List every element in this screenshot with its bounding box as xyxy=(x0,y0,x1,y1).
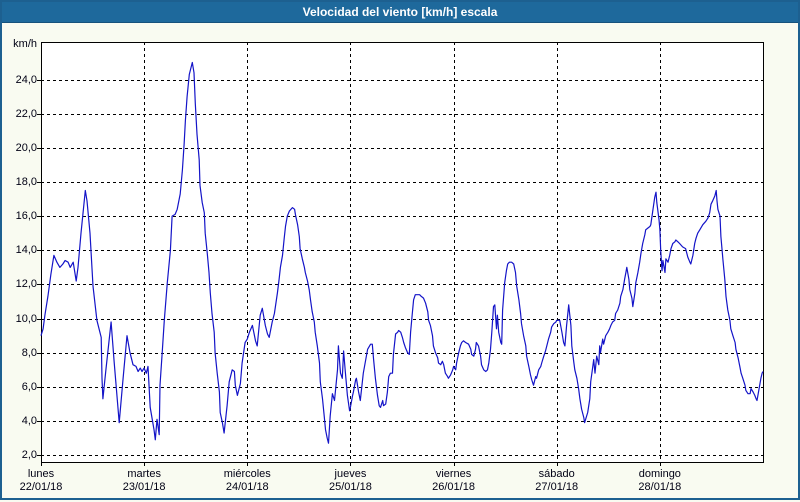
wind-speed-series-line xyxy=(40,61,764,444)
x-day-label: domingo xyxy=(638,468,681,480)
plot-background xyxy=(41,42,763,462)
y-tick-label: 10,0 xyxy=(15,312,37,325)
x-day-label: martes xyxy=(127,468,161,480)
x-day-label: miércoles xyxy=(223,468,271,480)
x-day-label: sábado xyxy=(538,468,575,480)
chart-title-bar: Velocidad del viento [km/h] escala xyxy=(2,2,798,23)
x-date-label: 26/01/18 xyxy=(432,481,475,493)
x-day-label: jueves xyxy=(334,468,367,480)
y-tick-label: 8,0 xyxy=(21,346,37,359)
y-tick-label: 12,0 xyxy=(15,278,37,291)
y-tick-label: 18,0 xyxy=(15,176,37,188)
y-tick-label: 14,0 xyxy=(15,244,37,257)
y-tick-label: 22,0 xyxy=(15,107,37,120)
y-tick-label: 20,0 xyxy=(15,141,37,154)
x-date-label: 24/01/18 xyxy=(225,481,269,493)
wind-speed-line-chart xyxy=(37,41,765,466)
x-date-label: 28/01/18 xyxy=(638,481,682,493)
y-tick-label: 2,0 xyxy=(21,449,37,462)
x-date-label: 27/01/18 xyxy=(535,481,579,493)
y-axis-unit-label: km/h xyxy=(13,38,37,50)
plot-frame xyxy=(40,41,765,464)
y-tick-label: 16,0 xyxy=(15,210,37,223)
y-tick-label: 4,0 xyxy=(21,415,37,428)
x-date-label: 22/01/18 xyxy=(19,481,63,493)
x-day-label: lunes xyxy=(27,468,55,480)
chart-area: km/h 24,0 22,0 20,0 18,0 16,0 14,0 12,0 10,0 8,0… xyxy=(2,23,798,498)
x-date-label: 23/01/18 xyxy=(122,481,166,493)
x-day-label: viernes xyxy=(435,468,472,480)
chart-title: Velocidad del viento [km/h] escala xyxy=(302,5,498,19)
y-tick-label: 6,0 xyxy=(21,380,37,393)
y-tick-label: 24,0 xyxy=(15,73,37,86)
x-date-label: 25/01/18 xyxy=(329,481,372,493)
